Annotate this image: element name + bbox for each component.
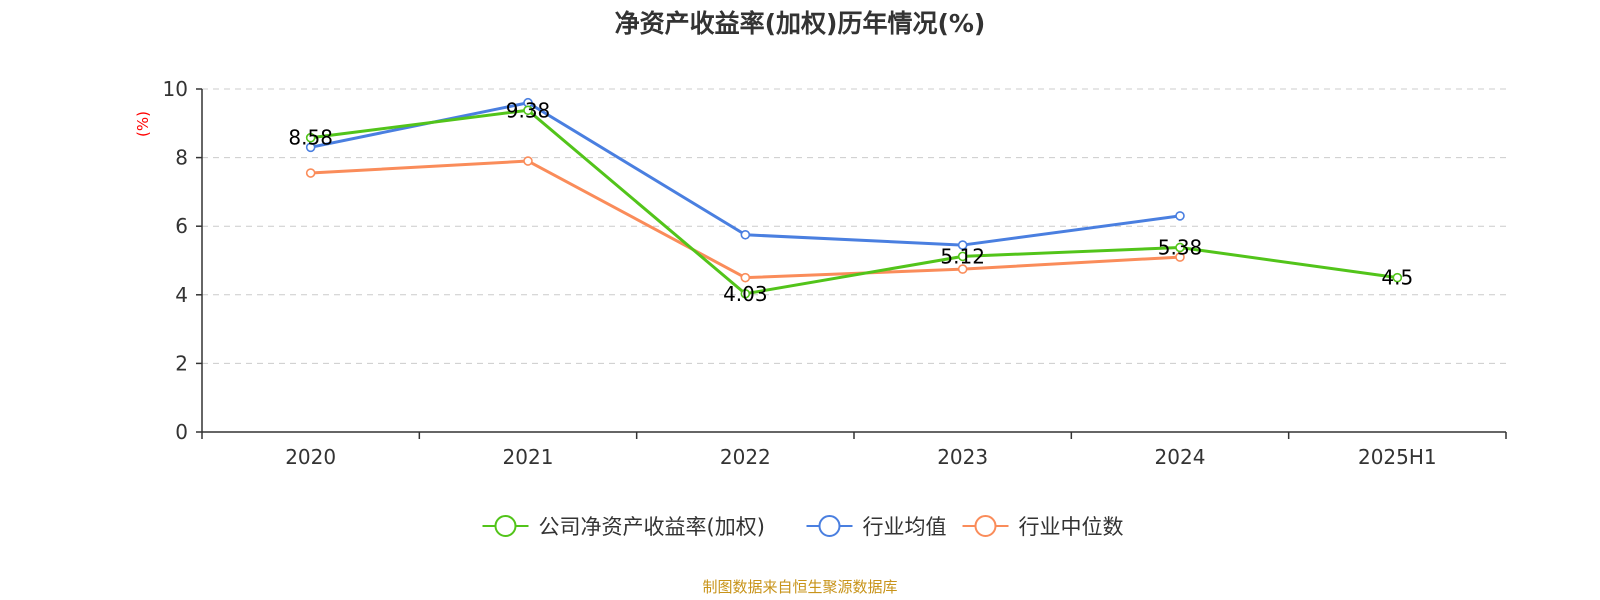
data-point[interactable]: [523, 105, 533, 116]
y-tick-label: 4: [175, 283, 188, 307]
legend-swatch-marker: [974, 515, 997, 537]
data-labels: 8.58 9.38 4.03 5.12 5.38 4.5: [288, 98, 1413, 306]
data-point[interactable]: [957, 240, 968, 250]
x-tick-label: 2025H1: [1358, 445, 1437, 469]
axes: 0 2 4 6 8 10 2020 2021 2022 2023 2024 2025H1: [163, 77, 1507, 469]
data-label: 8.58: [288, 126, 333, 150]
x-tick-label: 2023: [937, 445, 988, 469]
source-note: 制图数据来自恒生聚源数据库: [702, 578, 897, 596]
data-point[interactable]: [305, 142, 316, 153]
grid-lines: [202, 88, 1506, 364]
legend-item-0[interactable]: 公司净资产收益率(加权): [482, 515, 765, 539]
y-tick-label: 0: [175, 420, 188, 444]
legend-label: 行业中位数: [1019, 515, 1124, 539]
y-tick-label: 8: [175, 146, 188, 170]
series-lines: [305, 97, 1403, 299]
legend[interactable]: 公司净资产收益率(加权) 行业均值 行业中位数: [482, 515, 1124, 539]
y-tick-label: 6: [175, 214, 188, 238]
legend-label: 公司净资产收益率(加权): [539, 515, 765, 539]
series-line: [310, 101, 1181, 247]
data-label: 5.12: [940, 244, 985, 268]
data-point[interactable]: [1392, 272, 1403, 283]
x-tick-label: 2021: [503, 445, 554, 469]
x-tick-label: 2024: [1155, 445, 1206, 469]
legend-label: 行业均值: [863, 515, 947, 539]
data-point[interactable]: [305, 132, 316, 143]
data-label: 4.5: [1381, 266, 1413, 290]
data-point[interactable]: [957, 251, 968, 262]
series-0: [305, 105, 1403, 299]
data-point[interactable]: [1175, 242, 1185, 253]
data-point[interactable]: [305, 168, 316, 178]
legend-item-1[interactable]: 行业均值: [806, 515, 947, 539]
legend-swatch-marker: [818, 515, 841, 537]
x-tick-label: 2020: [285, 445, 336, 469]
series-1: [305, 97, 1185, 250]
series-line: [310, 159, 1181, 280]
y-tick-label: 10: [163, 77, 188, 101]
y-tick-label: 2: [175, 351, 188, 375]
chart-title: 净资产收益率(加权)历年情况(%): [615, 9, 986, 38]
data-label: 5.38: [1158, 235, 1203, 259]
data-point[interactable]: [740, 288, 751, 299]
data-label: 9.38: [506, 98, 551, 122]
legend-swatch-marker: [494, 515, 517, 537]
data-point[interactable]: [1175, 252, 1185, 262]
data-point[interactable]: [957, 264, 968, 274]
data-point[interactable]: [740, 229, 751, 240]
data-point[interactable]: [523, 156, 533, 166]
y-axis-label: (%): [134, 111, 152, 137]
data-point[interactable]: [1175, 211, 1185, 221]
data-point[interactable]: [740, 272, 751, 283]
series-2: [305, 156, 1185, 283]
series-line: [310, 108, 1398, 296]
legend-item-2[interactable]: 行业中位数: [962, 515, 1124, 539]
x-tick-label: 2022: [720, 445, 771, 469]
data-label: 4.03: [723, 282, 768, 306]
